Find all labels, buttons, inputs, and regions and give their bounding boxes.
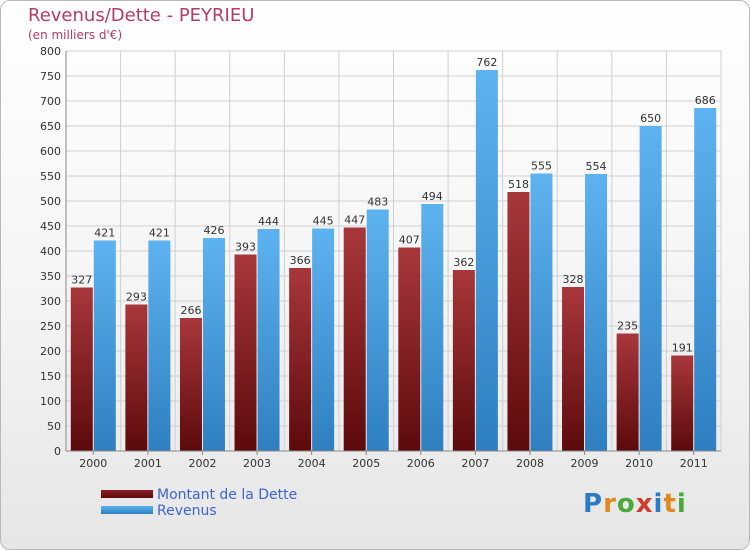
proxiti-logo: Proxiti (583, 489, 687, 519)
logo-letter: t (663, 489, 677, 519)
bar-revenus (530, 173, 553, 451)
y-tick-label: 100 (40, 395, 61, 408)
y-tick-label: 50 (47, 420, 61, 433)
data-label: 483 (367, 196, 388, 209)
bar-dette (507, 192, 530, 451)
y-tick-label: 750 (40, 70, 61, 83)
data-label: 293 (126, 291, 147, 304)
chart-title: Revenus/Dette - PEYRIEU (28, 5, 255, 26)
bar-revenus (202, 238, 225, 451)
bar-dette (70, 287, 93, 451)
data-label: 421 (94, 227, 115, 240)
bar-dette (179, 318, 202, 451)
x-tick-label: 2005 (352, 457, 380, 470)
x-tick-label: 2009 (571, 457, 599, 470)
bar-dette (616, 333, 639, 451)
y-tick-label: 550 (40, 170, 61, 183)
y-tick-label: 150 (40, 370, 61, 383)
data-label: 762 (476, 56, 497, 69)
legend-swatch-revenus (101, 506, 153, 514)
y-tick-label: 350 (40, 270, 61, 283)
data-label: 447 (344, 214, 365, 227)
bar-revenus (421, 204, 444, 451)
bar-dette (452, 270, 475, 451)
bar-dette (289, 268, 312, 451)
data-label: 444 (258, 215, 279, 228)
y-tick-label: 500 (40, 195, 61, 208)
data-label: 554 (586, 160, 607, 173)
x-tick-label: 2001 (134, 457, 162, 470)
y-tick-label: 800 (40, 45, 61, 58)
y-tick-label: 300 (40, 295, 61, 308)
logo-letter: r (603, 489, 617, 519)
logo-letter: i (676, 489, 687, 519)
data-label: 421 (149, 227, 170, 240)
bar-dette (671, 355, 694, 451)
bar-revenus (639, 126, 662, 451)
bar-revenus (366, 209, 389, 451)
data-label: 686 (695, 94, 716, 107)
data-label: 366 (290, 254, 311, 267)
bar-revenus (694, 108, 717, 451)
data-label: 445 (313, 215, 334, 228)
bar-revenus (475, 70, 498, 451)
data-label: 650 (640, 112, 661, 125)
bar-dette (398, 247, 421, 451)
y-tick-label: 400 (40, 245, 61, 258)
data-label: 407 (399, 234, 420, 247)
x-tick-label: 2000 (79, 457, 107, 470)
data-label: 191 (672, 342, 693, 355)
y-tick-label: 250 (40, 320, 61, 333)
data-label: 426 (203, 224, 224, 237)
y-tick-label: 200 (40, 345, 61, 358)
y-tick-label: 0 (54, 445, 61, 458)
y-tick-label: 700 (40, 95, 61, 108)
bar-revenus (148, 240, 171, 451)
x-tick-label: 2011 (680, 457, 708, 470)
bar-revenus (257, 229, 280, 451)
logo-letter: x (635, 489, 654, 519)
x-tick-label: 2004 (298, 457, 326, 470)
logo-letter: o (616, 489, 636, 519)
data-label: 518 (508, 178, 529, 191)
data-label: 555 (531, 160, 552, 173)
data-label: 328 (563, 273, 584, 286)
x-tick-label: 2003 (243, 457, 271, 470)
bar-revenus (93, 240, 116, 451)
bar-revenus (585, 174, 608, 451)
y-tick-label: 450 (40, 220, 61, 233)
logo-letter: P (583, 489, 604, 519)
x-tick-label: 2006 (407, 457, 435, 470)
x-tick-label: 2010 (625, 457, 653, 470)
bar-dette (343, 227, 366, 451)
y-tick-label: 600 (40, 145, 61, 158)
bar-dette (125, 304, 148, 451)
legend-swatch-dette (101, 490, 153, 498)
data-label: 393 (235, 241, 256, 254)
y-tick-label: 650 (40, 120, 61, 133)
x-tick-label: 2007 (461, 457, 489, 470)
chart-subtitle: (en milliers d'€) (28, 28, 123, 42)
x-tick-label: 2008 (516, 457, 544, 470)
x-tick-label: 2002 (188, 457, 216, 470)
data-label: 362 (453, 256, 474, 269)
data-label: 235 (617, 320, 638, 333)
data-label: 327 (71, 274, 92, 287)
legend-label-revenus: Revenus (157, 503, 217, 519)
bar-dette (562, 287, 585, 451)
data-label: 266 (180, 304, 201, 317)
legend-label-dette: Montant de la Dette (157, 487, 298, 503)
bar-dette (234, 254, 257, 451)
data-label: 494 (422, 190, 443, 203)
logo-letter: i (653, 489, 664, 519)
bar-revenus (312, 228, 335, 451)
